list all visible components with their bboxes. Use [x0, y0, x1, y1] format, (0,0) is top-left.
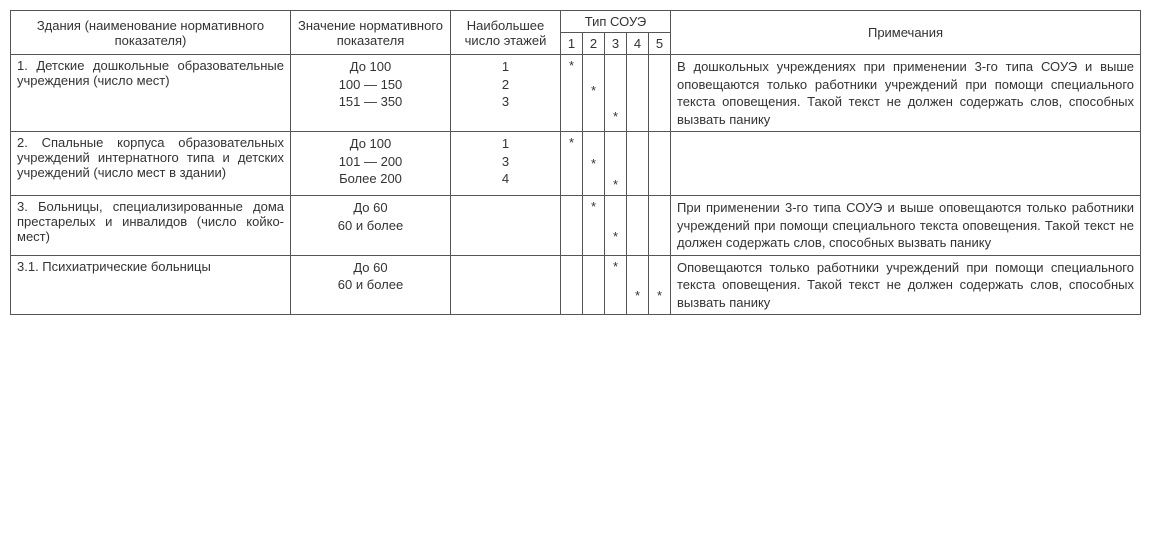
- table-body: 1. Детские дошкольные образова­тельные у…: [11, 55, 1141, 315]
- cell-soue-mark: *: [605, 106, 627, 132]
- cell-soue-mark: [649, 153, 671, 174]
- cell-soue-mark: *: [649, 285, 671, 315]
- cell-soue-mark: [605, 132, 627, 154]
- cell-soue-mark: [583, 255, 605, 285]
- cell-notes: [671, 132, 1141, 196]
- cell-soue-mark: [605, 196, 627, 226]
- cell-soue-mark: *: [605, 174, 627, 196]
- cell-soue-mark: *: [583, 80, 605, 105]
- cell-soue-mark: [627, 255, 649, 285]
- table-row: 3. Больницы, специализированные дома пре…: [11, 196, 1141, 226]
- cell-soue-mark: [561, 80, 583, 105]
- table-header: Здания (наименование нормативного показа…: [11, 11, 1141, 55]
- cell-soue-mark: *: [605, 255, 627, 285]
- cell-soue-mark: [649, 55, 671, 81]
- cell-soue-mark: [649, 174, 671, 196]
- cell-soue-mark: [605, 285, 627, 315]
- cell-soue-mark: [605, 55, 627, 81]
- header-soue-4: 4: [627, 33, 649, 55]
- header-soue-3: 3: [605, 33, 627, 55]
- cell-soue-mark: [649, 255, 671, 285]
- cell-soue-mark: [583, 132, 605, 154]
- header-floors: Наибольшее число этажей: [451, 11, 561, 55]
- cell-soue-mark: [583, 174, 605, 196]
- cell-soue-mark: [561, 196, 583, 226]
- cell-soue-mark: [583, 106, 605, 132]
- header-soue: Тип СОУЭ: [561, 11, 671, 33]
- cell-soue-mark: [605, 80, 627, 105]
- cell-soue-mark: [627, 55, 649, 81]
- cell-value: До 100100 — 150151 — 350: [291, 55, 451, 132]
- cell-soue-mark: [627, 153, 649, 174]
- cell-building: 3. Больницы, специализированные дома пре…: [11, 196, 291, 256]
- cell-soue-mark: [561, 226, 583, 256]
- cell-soue-mark: [627, 106, 649, 132]
- cell-value: До 6060 и более: [291, 196, 451, 256]
- cell-soue-mark: [561, 153, 583, 174]
- cell-floors: 123: [451, 55, 561, 132]
- cell-soue-mark: [561, 285, 583, 315]
- cell-soue-mark: *: [561, 132, 583, 154]
- cell-notes: Оповещаются только работники учреждений …: [671, 255, 1141, 315]
- cell-soue-mark: *: [561, 55, 583, 81]
- cell-building: 3.1. Психиатрические больницы: [11, 255, 291, 315]
- cell-soue-mark: [649, 226, 671, 256]
- cell-soue-mark: *: [583, 153, 605, 174]
- cell-floors: [451, 255, 561, 315]
- cell-soue-mark: [627, 226, 649, 256]
- cell-notes: При применении 3-го типа СОУЭ и выше опо…: [671, 196, 1141, 256]
- cell-soue-mark: [627, 174, 649, 196]
- cell-soue-mark: [649, 106, 671, 132]
- cell-soue-mark: [627, 196, 649, 226]
- cell-soue-mark: *: [627, 285, 649, 315]
- cell-soue-mark: [561, 255, 583, 285]
- cell-soue-mark: *: [605, 226, 627, 256]
- header-soue-5: 5: [649, 33, 671, 55]
- header-soue-1: 1: [561, 33, 583, 55]
- cell-building: 1. Детские дошкольные образова­тельные у…: [11, 55, 291, 132]
- cell-soue-mark: [649, 132, 671, 154]
- cell-soue-mark: [561, 174, 583, 196]
- table-row: 3.1. Психиатрические больницыДо 6060 и б…: [11, 255, 1141, 285]
- cell-soue-mark: [583, 226, 605, 256]
- header-value: Значение норма­тивного показателя: [291, 11, 451, 55]
- header-notes: Примечания: [671, 11, 1141, 55]
- header-building: Здания (наименование нормативного показа…: [11, 11, 291, 55]
- header-soue-2: 2: [583, 33, 605, 55]
- cell-floors: [451, 196, 561, 256]
- cell-soue-mark: [583, 55, 605, 81]
- table-row: 1. Детские дошкольные образова­тельные у…: [11, 55, 1141, 81]
- cell-value: До 100101 — 200Более 200: [291, 132, 451, 196]
- cell-soue-mark: [627, 132, 649, 154]
- cell-soue-mark: [649, 80, 671, 105]
- cell-soue-mark: [583, 285, 605, 315]
- cell-soue-mark: [561, 106, 583, 132]
- table-row: 2. Спальные корпуса образователь­ных учр…: [11, 132, 1141, 154]
- soue-table: Здания (наименование нормативного показа…: [10, 10, 1141, 315]
- cell-soue-mark: *: [583, 196, 605, 226]
- cell-value: До 6060 и более: [291, 255, 451, 315]
- cell-building: 2. Спальные корпуса образователь­ных учр…: [11, 132, 291, 196]
- cell-soue-mark: [605, 153, 627, 174]
- cell-notes: В дошкольных учреждениях при приме­нении…: [671, 55, 1141, 132]
- cell-soue-mark: [627, 80, 649, 105]
- cell-floors: 134: [451, 132, 561, 196]
- cell-soue-mark: [649, 196, 671, 226]
